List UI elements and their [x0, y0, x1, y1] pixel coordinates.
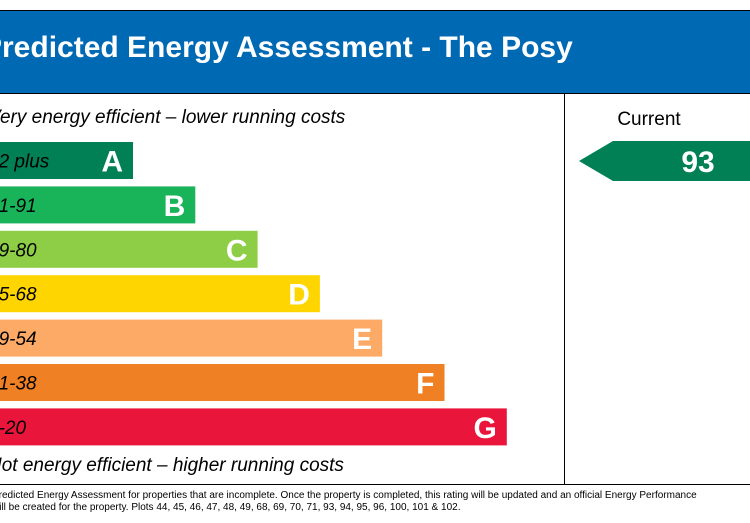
band-bar-f — [0, 364, 445, 401]
footnote-line-2: will be created for the property. Plots … — [0, 502, 461, 513]
band-c: 69-80 C — [0, 230, 258, 268]
band-d: 55-68 D — [0, 275, 320, 313]
chart-title: Predicted Energy Assessment - The Posy — [0, 31, 573, 64]
band-letter: G — [473, 412, 496, 445]
band-range-label: 92 plus — [0, 152, 50, 173]
band-range-label: 69-80 — [0, 240, 37, 261]
current-rating-arrow: 93 — [579, 141, 750, 181]
band-f: 21-38 F — [0, 364, 445, 401]
band-letter: F — [416, 368, 434, 401]
band-bar-c — [0, 230, 258, 268]
band-bar-d — [0, 275, 320, 313]
band-g: 1-20 G — [0, 408, 507, 446]
current-label: Current — [617, 109, 681, 130]
band-letter: A — [101, 146, 123, 179]
column-divider — [564, 94, 565, 485]
band-b: 81-91 B — [0, 186, 196, 224]
band-letter: D — [288, 279, 310, 312]
band-bar-e — [0, 319, 383, 357]
chart-frame — [0, 94, 750, 485]
band-range-label: 81-91 — [0, 196, 37, 217]
band-bar-g — [0, 408, 507, 446]
band-bar-b — [0, 186, 196, 224]
band-letter: C — [226, 234, 248, 267]
band-a: 92 plus A — [0, 142, 133, 179]
band-letter: B — [164, 190, 186, 223]
band-range-label: 39-54 — [0, 329, 37, 350]
current-rating-value: 93 — [681, 146, 714, 179]
top-note: Very energy efficient – lower running co… — [0, 107, 346, 128]
band-letter: E — [352, 323, 372, 356]
band-e: 39-54 E — [0, 319, 383, 357]
current-arrow-shape — [579, 141, 750, 181]
bottom-note: Not energy efficient – higher running co… — [0, 455, 344, 476]
footnote: Predicted Energy Assessment for properti… — [0, 490, 697, 514]
band-range-label: 55-68 — [0, 285, 37, 306]
title-bar — [0, 10, 750, 94]
band-range-label: 1-20 — [0, 418, 26, 439]
current-column-header: Current — [564, 110, 750, 129]
footnote-line-1: Predicted Energy Assessment for properti… — [0, 490, 697, 501]
band-bar-a — [0, 142, 133, 179]
band-range-label: 21-38 — [0, 374, 37, 395]
